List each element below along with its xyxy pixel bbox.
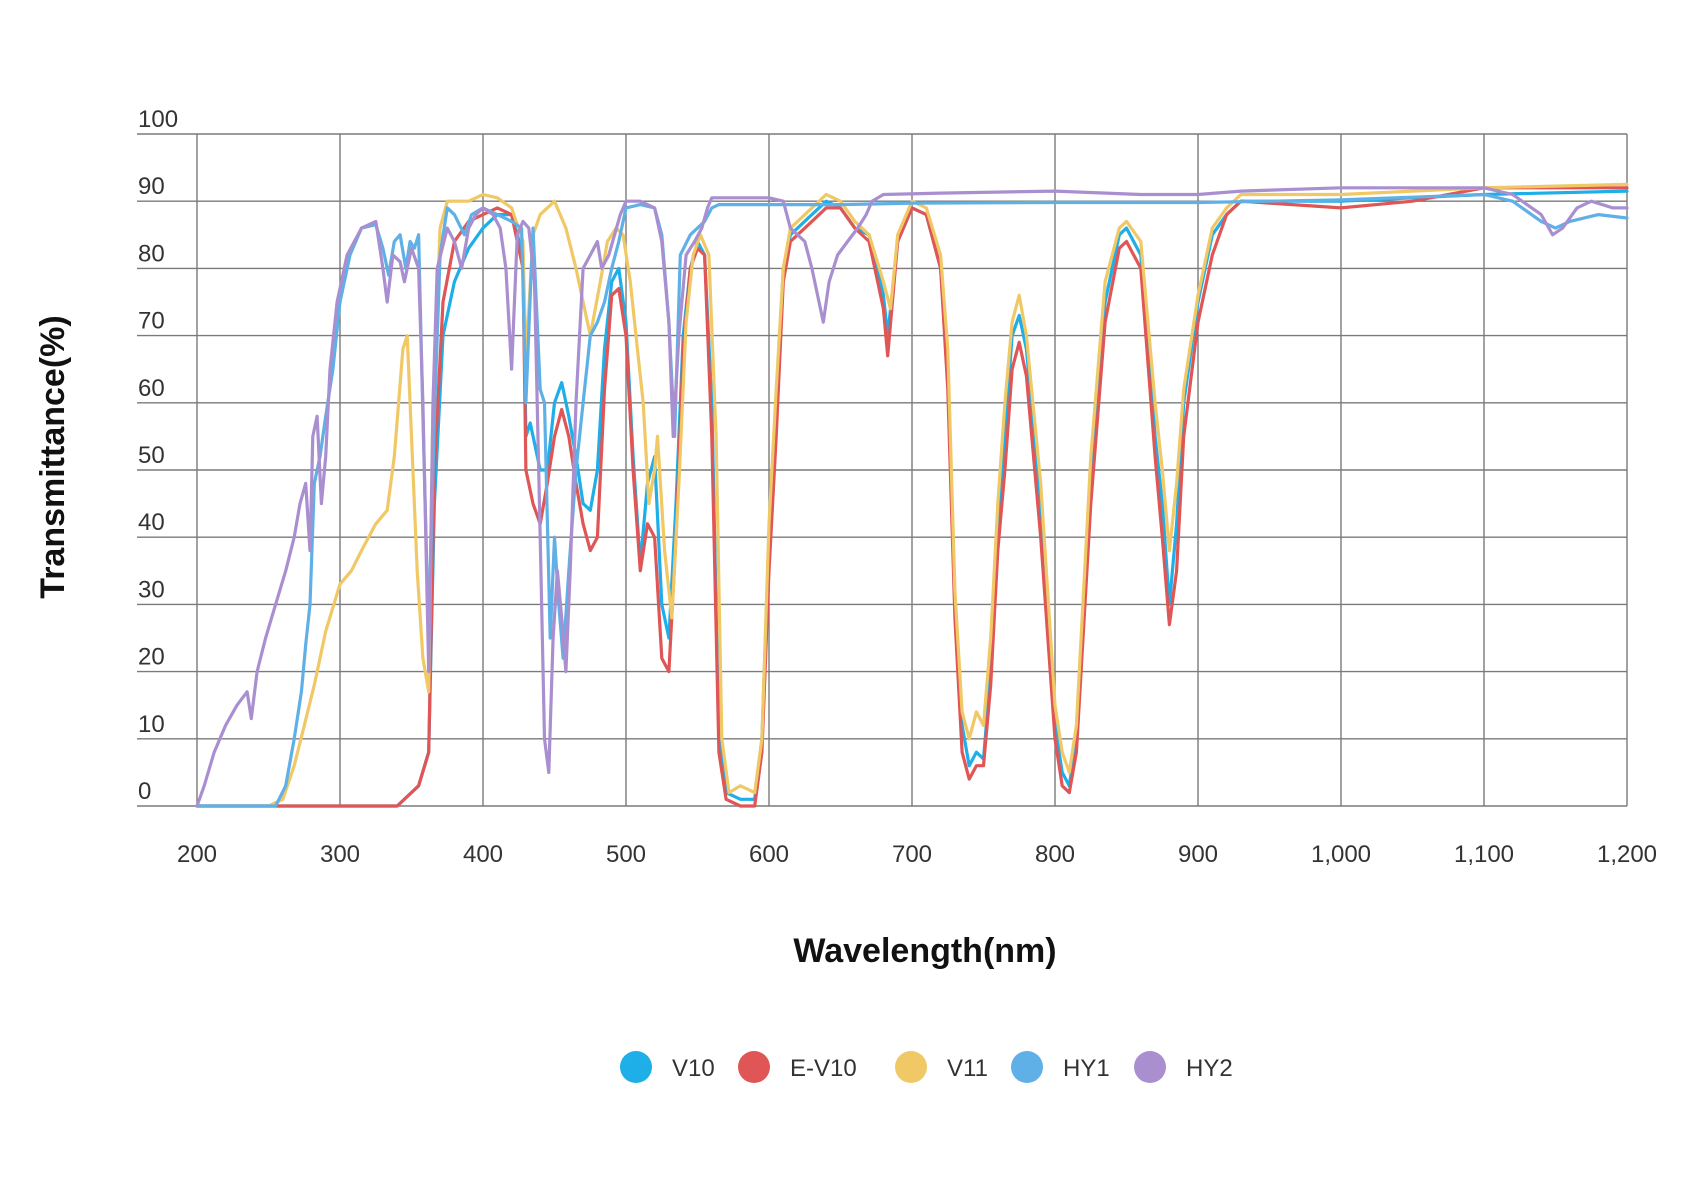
legend-marker-v10 <box>620 1051 652 1083</box>
x-gridlines <box>196 134 1628 806</box>
x-axis-title: Wavelength(nm) <box>793 932 1056 970</box>
y-tick-label: 60 <box>138 375 165 402</box>
y-tick-label: 40 <box>138 509 165 536</box>
x-tick-label: 300 <box>320 841 360 868</box>
legend-label-v11: V11 <box>947 1055 988 1082</box>
series-line-e-v10 <box>195 186 1629 808</box>
legend-marker-hy1 <box>1011 1051 1043 1083</box>
y-tick-label: 90 <box>138 173 165 200</box>
legend: V10 E-V10 V11 HY1 HY2 <box>620 1051 1233 1083</box>
x-tick-label: 1,000 <box>1311 841 1371 868</box>
legend-label-e-v10: E-V10 <box>790 1055 857 1082</box>
legend-label-v10: V10 <box>672 1055 715 1082</box>
y-tick-label: 100 <box>138 106 178 133</box>
y-gridlines <box>137 133 1627 807</box>
y-tick-label: 70 <box>138 308 165 335</box>
y-tick-label: 20 <box>138 644 165 671</box>
legend-marker-hy2 <box>1134 1051 1166 1083</box>
y-tick-label: 10 <box>138 711 165 738</box>
x-tick-label: 800 <box>1035 841 1075 868</box>
x-tick-label: 600 <box>749 841 789 868</box>
x-tick-label: 700 <box>892 841 932 868</box>
y-tick-label: 80 <box>138 240 165 267</box>
series-line-hy2 <box>195 186 1629 808</box>
x-tick-label: 1,200 <box>1597 841 1657 868</box>
x-axis-ticks: 200 300 400 500 600 700 800 900 1,000 1,100 1,200 <box>177 841 1657 868</box>
y-tick-label: 50 <box>138 442 165 469</box>
x-tick-label: 200 <box>177 841 217 868</box>
x-tick-label: 900 <box>1178 841 1218 868</box>
legend-label-hy1: HY1 <box>1063 1055 1110 1082</box>
legend-label-hy2: HY2 <box>1186 1055 1233 1082</box>
series-line-v11 <box>195 182 1629 808</box>
x-tick-label: 400 <box>463 841 503 868</box>
y-axis-title: Transmittance(%) <box>34 315 72 598</box>
y-tick-label: 30 <box>138 576 165 603</box>
legend-marker-e-v10 <box>738 1051 770 1083</box>
x-tick-label: 1,100 <box>1454 841 1514 868</box>
y-axis-ticks: 0 10 20 30 40 50 60 70 80 90 100 <box>138 106 178 805</box>
legend-marker-v11 <box>895 1051 927 1083</box>
x-tick-label: 500 <box>606 841 646 868</box>
y-tick-label: 0 <box>138 778 151 805</box>
series-lines <box>195 182 1629 808</box>
